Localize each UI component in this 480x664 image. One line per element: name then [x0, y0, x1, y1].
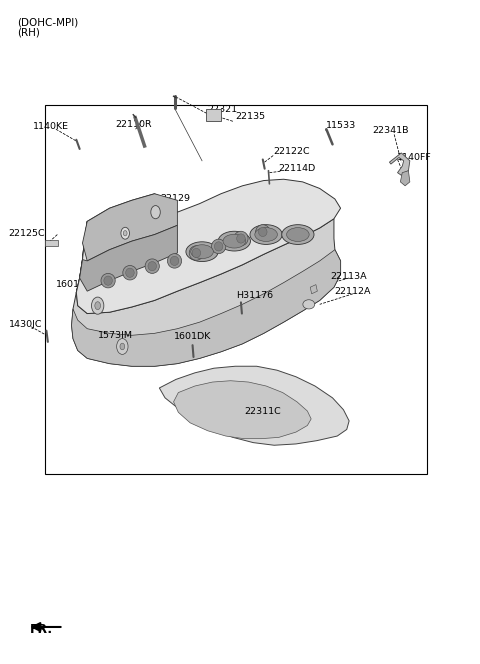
Text: (DOHC-MPI): (DOHC-MPI): [17, 17, 78, 27]
Ellipse shape: [237, 234, 245, 243]
Ellipse shape: [256, 224, 270, 239]
Ellipse shape: [255, 228, 277, 242]
Polygon shape: [72, 218, 341, 367]
Bar: [46, 105, 427, 473]
Polygon shape: [159, 367, 349, 446]
Text: 22135: 22135: [235, 112, 265, 122]
Ellipse shape: [303, 299, 315, 309]
Text: H31176: H31176: [236, 291, 273, 300]
Polygon shape: [72, 250, 341, 367]
Bar: [45, 240, 58, 246]
Ellipse shape: [223, 234, 246, 248]
Ellipse shape: [145, 259, 159, 274]
Ellipse shape: [104, 276, 112, 286]
Polygon shape: [389, 153, 410, 175]
Text: 22110R: 22110R: [116, 120, 152, 129]
Text: 1601DG: 1601DG: [56, 280, 95, 289]
Text: FR.: FR.: [30, 623, 53, 636]
Text: 22129: 22129: [160, 195, 190, 203]
Ellipse shape: [126, 268, 134, 278]
Ellipse shape: [170, 256, 179, 266]
Polygon shape: [400, 171, 410, 186]
Polygon shape: [80, 225, 178, 291]
Ellipse shape: [215, 242, 223, 251]
Polygon shape: [174, 380, 311, 439]
Ellipse shape: [234, 231, 248, 246]
Text: 22124C: 22124C: [135, 214, 171, 223]
Polygon shape: [83, 194, 178, 261]
Ellipse shape: [189, 246, 204, 260]
Circle shape: [123, 230, 127, 236]
Circle shape: [120, 343, 125, 350]
Text: 22311C: 22311C: [245, 406, 281, 416]
Circle shape: [92, 297, 104, 314]
Ellipse shape: [259, 227, 267, 236]
Ellipse shape: [168, 254, 181, 268]
Polygon shape: [310, 285, 317, 293]
Ellipse shape: [123, 266, 137, 280]
Circle shape: [151, 206, 160, 218]
Text: 1573JM: 1573JM: [97, 331, 132, 340]
Ellipse shape: [282, 224, 314, 244]
Text: 22321: 22321: [208, 105, 238, 114]
Circle shape: [121, 227, 130, 239]
Polygon shape: [76, 179, 341, 313]
Circle shape: [95, 301, 100, 309]
Text: 22114D: 22114D: [278, 163, 315, 173]
Ellipse shape: [191, 245, 213, 258]
Ellipse shape: [250, 224, 282, 244]
Ellipse shape: [186, 242, 218, 262]
Bar: [206, 110, 221, 122]
Ellipse shape: [148, 262, 156, 271]
Ellipse shape: [192, 248, 201, 258]
Text: 11533: 11533: [326, 121, 357, 129]
Text: 1601DK: 1601DK: [174, 332, 211, 341]
Text: 1430JC: 1430JC: [9, 320, 42, 329]
Ellipse shape: [287, 228, 309, 242]
Circle shape: [117, 339, 128, 355]
Text: (RH): (RH): [17, 28, 40, 38]
Ellipse shape: [101, 274, 115, 288]
Text: 22113A: 22113A: [330, 272, 367, 280]
Ellipse shape: [218, 231, 251, 251]
Text: 22341B: 22341B: [372, 126, 408, 135]
Text: 22122C: 22122C: [273, 147, 310, 156]
Text: 22112A: 22112A: [334, 287, 371, 295]
Text: 1140KE: 1140KE: [33, 122, 69, 131]
Ellipse shape: [212, 239, 226, 254]
Text: 1140FF: 1140FF: [396, 153, 432, 162]
Text: 22125C: 22125C: [9, 228, 45, 238]
